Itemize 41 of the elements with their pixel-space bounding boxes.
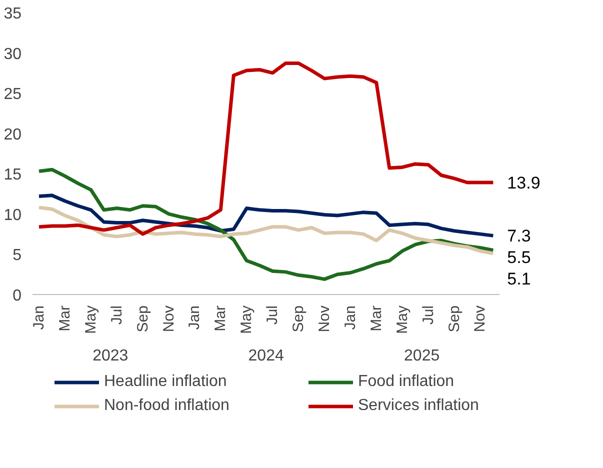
y-tick-label: 10 [4, 206, 22, 224]
legend-label: Non-food inflation [104, 396, 230, 416]
legend-label: Headline inflation [104, 372, 228, 392]
x-tick-label: May [238, 305, 256, 334]
line-series [37, 194, 495, 238]
y-tick-label: 35 [4, 6, 22, 22]
legend-label: Food inflation [358, 372, 456, 392]
y-tick-label: 5 [12, 247, 22, 264]
x-tick-label: Jul [264, 305, 282, 325]
x-tick-label: Sep [446, 305, 463, 332]
x-tick-label: Sep [290, 305, 308, 332]
x-tick-label: Jan [186, 305, 204, 330]
y-tick-label: 30 [4, 46, 22, 63]
x-tick-label: Mar [212, 305, 230, 332]
line-series [37, 62, 495, 236]
x-tick-label: Nov [472, 305, 489, 332]
text: 2024 [248, 348, 284, 364]
x-tick-label: Nov [316, 305, 333, 332]
x-tick-label: Nov [160, 305, 178, 332]
x-tick-label: Jan [342, 305, 359, 330]
line-series [37, 168, 495, 281]
y-tick-label: 15 [4, 166, 22, 184]
x-tick-label: May [394, 305, 411, 334]
y-tick-label: 25 [4, 86, 22, 104]
x-tick-label: Jul [108, 305, 126, 325]
text: 2023 [92, 348, 128, 364]
line-series [37, 206, 495, 256]
x-tick-label: Jul [420, 305, 437, 325]
data-label: 5.5 [507, 248, 531, 267]
y-tick-label: 20 [4, 126, 22, 144]
x-tick-label: Jan [30, 305, 48, 330]
x-tick-label: Mar [368, 305, 385, 332]
data-label: 7.3 [507, 226, 531, 246]
legend-label: Services inflation [358, 396, 480, 416]
data-label: 13.9 [507, 174, 540, 193]
data-label: 5.1 [507, 270, 531, 289]
text: 2025 [404, 348, 440, 364]
x-tick-label: Mar [56, 305, 74, 332]
x-tick-label: Sep [134, 305, 152, 332]
y-tick-label: 0 [12, 288, 22, 304]
x-tick-label: May [82, 305, 100, 334]
